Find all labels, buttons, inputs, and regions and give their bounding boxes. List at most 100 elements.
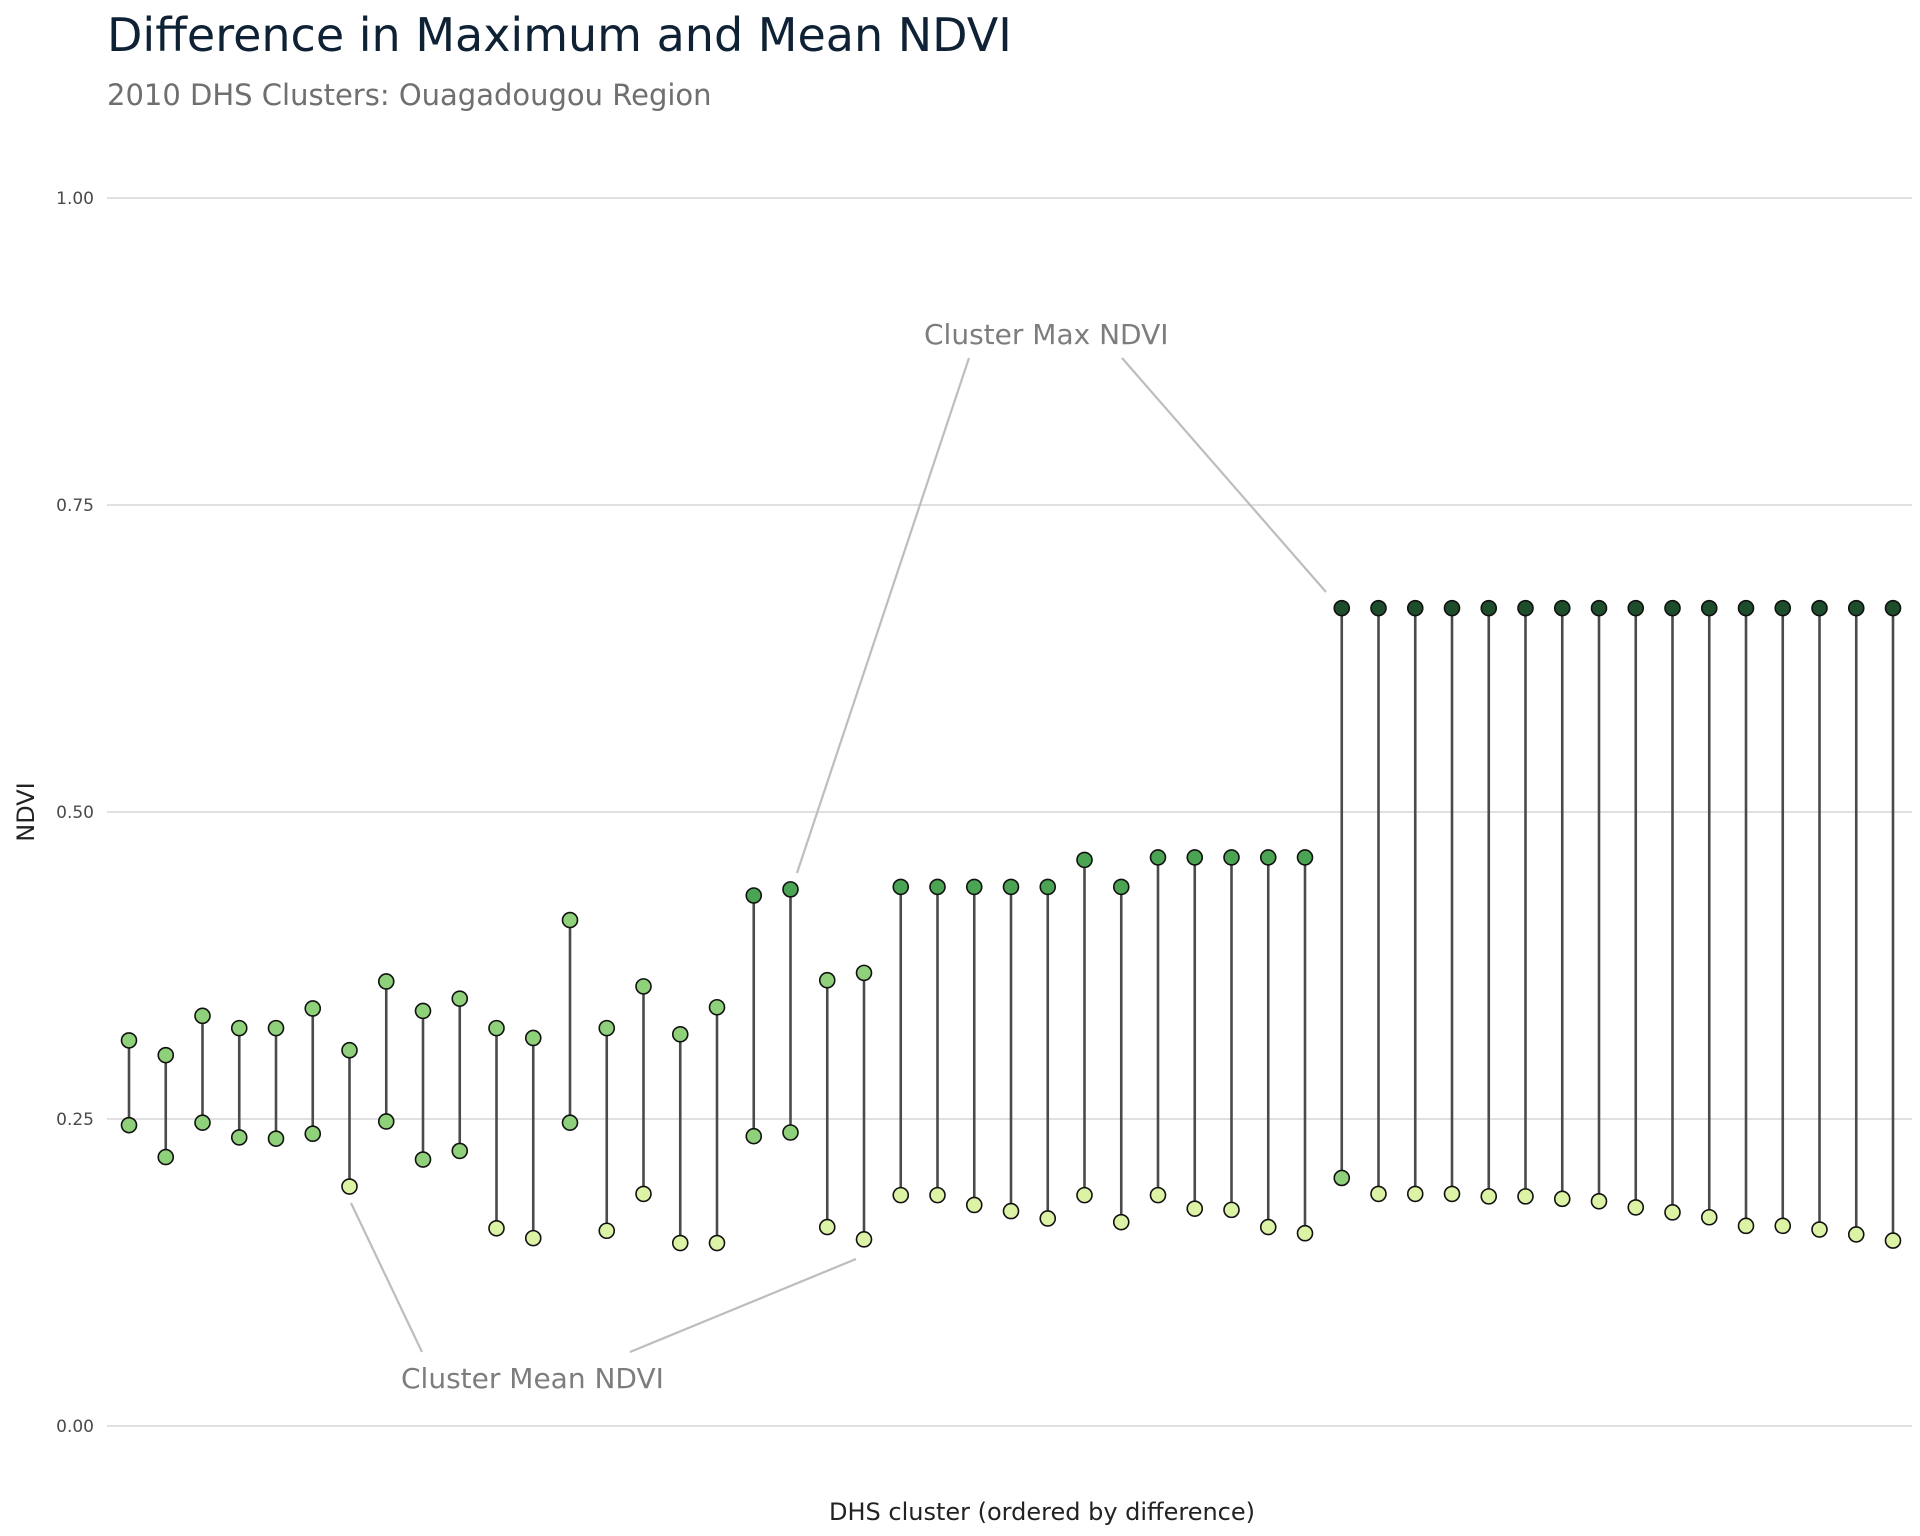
max-point bbox=[194, 1007, 211, 1025]
leader-line bbox=[795, 357, 971, 874]
max-point bbox=[1700, 599, 1718, 617]
mean-point bbox=[635, 1185, 652, 1203]
max-point bbox=[157, 1046, 175, 1064]
max-point bbox=[1811, 599, 1828, 617]
mean-point bbox=[1664, 1204, 1681, 1221]
max-point bbox=[1370, 599, 1387, 617]
max-point bbox=[1259, 849, 1277, 866]
max-point bbox=[745, 887, 763, 904]
max-point bbox=[488, 1019, 505, 1037]
y-tick-label: 0.75 bbox=[56, 496, 94, 516]
max-point bbox=[598, 1019, 616, 1037]
mean-point bbox=[929, 1186, 946, 1204]
mean-point bbox=[1186, 1200, 1204, 1217]
mean-point bbox=[1517, 1188, 1534, 1205]
mean-point bbox=[1884, 1232, 1902, 1249]
mean-point bbox=[377, 1113, 395, 1130]
max-point bbox=[230, 1019, 248, 1037]
mean-point bbox=[267, 1130, 285, 1147]
y-tick-labels: 0.00 0.25 0.50 0.75 1.00 bbox=[56, 189, 94, 1437]
mean-point bbox=[782, 1124, 799, 1141]
mean-point bbox=[524, 1229, 542, 1247]
annotation-max: Cluster Max NDVI bbox=[924, 318, 1169, 351]
max-point bbox=[1039, 878, 1057, 896]
y-axis-label: NDVI bbox=[12, 782, 40, 842]
mean-point bbox=[1002, 1202, 1020, 1220]
max-point bbox=[1223, 849, 1240, 866]
mean-point bbox=[1700, 1208, 1718, 1226]
mean-point bbox=[1370, 1185, 1387, 1203]
max-point bbox=[1443, 599, 1461, 617]
mean-point bbox=[1223, 1201, 1240, 1219]
mean-point bbox=[1333, 1169, 1351, 1187]
mean-point bbox=[561, 1114, 579, 1131]
leader-line bbox=[350, 1202, 423, 1353]
mean-point bbox=[1259, 1218, 1277, 1236]
annotation-leaders bbox=[350, 357, 1327, 1354]
max-point bbox=[1590, 599, 1608, 617]
max-point bbox=[414, 1002, 432, 1020]
mean-point bbox=[1406, 1185, 1424, 1203]
mean-point bbox=[488, 1219, 505, 1237]
chart-subtitle: 2010 DHS Clusters: Ouagadougou Region bbox=[107, 78, 712, 112]
max-point bbox=[1186, 849, 1204, 866]
max-point bbox=[1112, 878, 1130, 896]
mean-point bbox=[451, 1142, 469, 1160]
y-tick-label: 0.25 bbox=[56, 1110, 94, 1130]
max-point bbox=[1884, 599, 1902, 617]
max-point bbox=[1517, 599, 1534, 617]
max-point bbox=[1333, 599, 1351, 617]
mean-point bbox=[194, 1114, 211, 1131]
mean-point bbox=[1112, 1213, 1130, 1231]
mean-point bbox=[341, 1178, 358, 1195]
max-point bbox=[451, 990, 469, 1007]
max-point bbox=[855, 964, 873, 982]
max-point bbox=[1076, 851, 1093, 869]
mean-point bbox=[1443, 1185, 1461, 1203]
mean-point bbox=[230, 1129, 248, 1146]
y-tick-label: 0.50 bbox=[56, 803, 94, 823]
mean-point bbox=[745, 1127, 763, 1145]
max-point bbox=[267, 1019, 285, 1037]
y-tick-label: 0.00 bbox=[56, 1417, 94, 1437]
leader-line bbox=[1121, 357, 1327, 593]
mean-point bbox=[598, 1222, 616, 1240]
max-point bbox=[1296, 849, 1314, 866]
mean-point bbox=[1480, 1188, 1498, 1205]
mean-point bbox=[855, 1231, 873, 1248]
max-point bbox=[929, 878, 946, 896]
max-point bbox=[671, 1025, 689, 1043]
max-point bbox=[782, 881, 799, 898]
max-point bbox=[818, 971, 836, 989]
max-point bbox=[1664, 599, 1681, 617]
annotation-mean: Cluster Mean NDVI bbox=[401, 1362, 664, 1395]
max-point bbox=[341, 1041, 358, 1059]
gridlines bbox=[107, 197, 1912, 1427]
max-point bbox=[524, 1029, 542, 1047]
mean-point bbox=[304, 1125, 322, 1143]
mean-point bbox=[157, 1148, 175, 1166]
chart-title: Difference in Maximum and Mean NDVI bbox=[107, 8, 1012, 62]
mean-point bbox=[965, 1196, 983, 1214]
dumbbell-points bbox=[120, 599, 1902, 1252]
mean-point bbox=[414, 1151, 432, 1168]
x-axis-label: DHS cluster (ordered by difference) bbox=[829, 1498, 1255, 1526]
max-point bbox=[1847, 599, 1865, 617]
max-point bbox=[120, 1032, 138, 1049]
mean-point bbox=[1627, 1199, 1645, 1216]
mean-point bbox=[708, 1234, 726, 1252]
max-point bbox=[1737, 599, 1755, 617]
max-point bbox=[561, 911, 579, 929]
mean-point bbox=[1076, 1186, 1093, 1204]
max-point bbox=[708, 998, 726, 1016]
max-point bbox=[1553, 599, 1571, 617]
mean-point bbox=[120, 1116, 138, 1134]
mean-point bbox=[671, 1234, 689, 1252]
max-point bbox=[377, 973, 395, 990]
mean-point bbox=[1847, 1226, 1865, 1243]
max-point bbox=[892, 878, 910, 896]
mean-point bbox=[1039, 1210, 1057, 1227]
mean-point bbox=[1774, 1217, 1792, 1235]
dumbbell-segments bbox=[127, 608, 1895, 1244]
mean-point bbox=[1737, 1217, 1755, 1235]
